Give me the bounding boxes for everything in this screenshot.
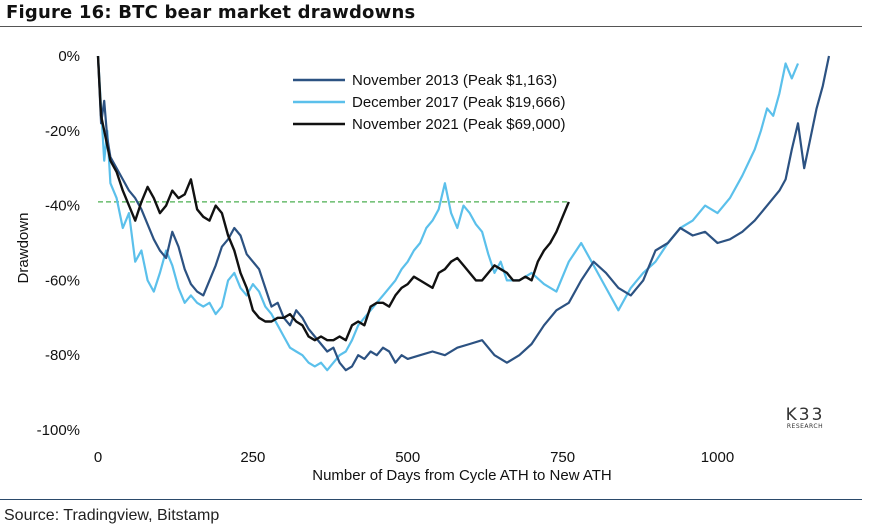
x-axis-label: Number of Days from Cycle ATH to New ATH [312,467,612,484]
legend-label: November 2021 (Peak $69,000) [352,116,565,133]
x-tick-label: 500 [395,449,420,466]
series-line [96,55,800,372]
y-axis-ticks: 0% -20% -40% -60% -80% -100% [37,48,80,439]
y-tick-label: -100% [37,422,80,439]
source-note: Source: Tradingview, Bitstamp [4,507,220,524]
title-divider [0,26,862,27]
series-lines [96,55,831,372]
series-line [96,55,570,342]
drawdown-chart: 0% -20% -40% -60% -80% -100% 0 250 500 750 1000 D… [15,48,831,484]
legend-label: November 2013 (Peak $1,163) [352,72,557,89]
legend-label: December 2017 (Peak $19,666) [352,94,565,111]
logo-subtext: RESEARCH [787,423,823,430]
source-divider [0,499,862,500]
logo-text: K33 [786,405,825,425]
x-tick-label: 750 [550,449,575,466]
x-tick-label: 0 [94,449,102,466]
y-tick-label: -20% [45,123,80,140]
k33-logo: K33 RESEARCH [786,405,825,430]
y-tick-label: -80% [45,347,80,364]
x-axis-ticks: 0 250 500 750 1000 [94,449,734,466]
legend: November 2013 (Peak $1,163) December 2017… [293,72,565,133]
x-tick-label: 1000 [701,449,734,466]
y-tick-label: 0% [58,48,80,65]
figure-title: Figure 16: BTC bear market drawdowns [6,2,416,23]
y-tick-label: -40% [45,198,80,215]
y-tick-label: -60% [45,272,80,289]
y-axis-label: Drawdown [15,213,32,284]
series-line [96,55,831,372]
x-tick-label: 250 [240,449,265,466]
